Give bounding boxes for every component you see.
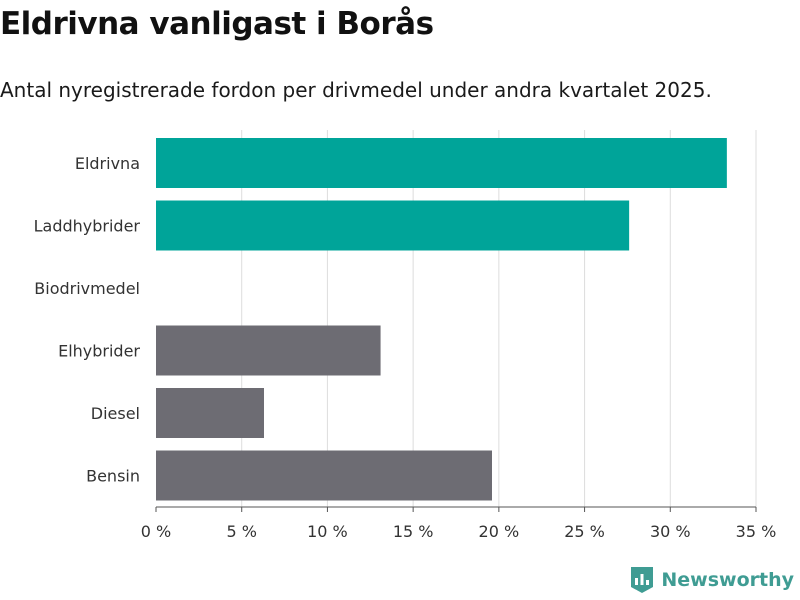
category-label: Elhybrider <box>58 342 140 361</box>
newsworthy-logo: Newsworthy <box>629 566 794 594</box>
category-label: Eldrivna <box>75 154 140 173</box>
x-tick-label: 15 % <box>393 522 434 541</box>
x-axis-tick-labels: 0 % 5 % 10 % 15 % 20 % 25 % 30 % 35 % <box>141 507 777 541</box>
chart-bars <box>156 138 727 501</box>
category-label: Biodrivmedel <box>34 279 140 298</box>
x-tick-label: 10 % <box>307 522 348 541</box>
x-tick-label: 0 % <box>141 522 171 541</box>
x-tick-label: 25 % <box>564 522 605 541</box>
bar-elhybrider <box>156 325 381 376</box>
x-tick-label: 35 % <box>736 522 777 541</box>
brand-name: Newsworthy <box>661 569 794 591</box>
chart-subtitle: Antal nyregistrerade fordon per drivmede… <box>0 78 712 102</box>
bar-eldrivna <box>156 138 727 188</box>
bar-bensin <box>156 450 492 501</box>
bar-laddhybrider <box>156 200 630 251</box>
newsworthy-bar-chart-icon <box>631 567 654 593</box>
category-labels: Eldrivna Laddhybrider Biodrivmedel Elhybrid… <box>34 154 141 486</box>
bar-diesel <box>156 388 264 438</box>
category-label: Bensin <box>86 467 140 486</box>
x-tick-label: 20 % <box>479 522 520 541</box>
x-tick-label: 5 % <box>226 522 256 541</box>
chart-grid <box>241 130 757 507</box>
category-label: Laddhybrider <box>34 217 141 236</box>
x-tick-label: 30 % <box>650 522 691 541</box>
category-label: Diesel <box>91 404 140 423</box>
chart-title: Eldrivna vanligast i Borås <box>0 6 434 42</box>
